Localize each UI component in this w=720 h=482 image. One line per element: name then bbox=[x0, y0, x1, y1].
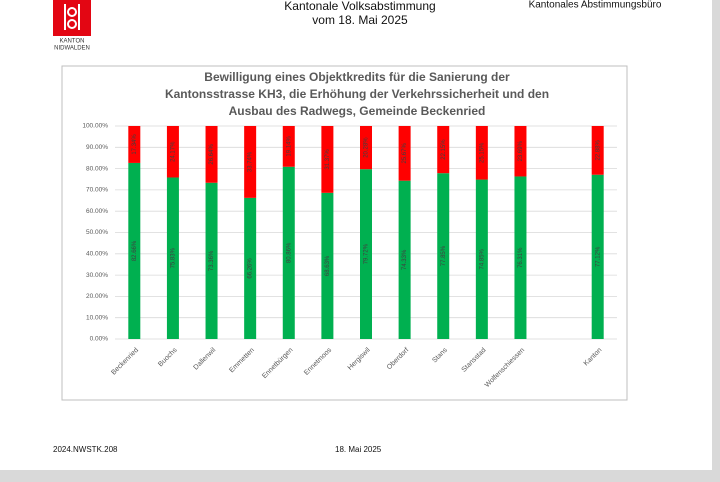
header-title: Kantonale Volksabstimmung bbox=[284, 0, 435, 13]
bar-segment bbox=[514, 176, 527, 339]
y-tick-label: 90.00% bbox=[86, 144, 108, 151]
footer-reference: 2024.NWSTK.208 bbox=[53, 445, 118, 454]
bar-segment bbox=[205, 182, 218, 339]
office: Kantonales Abstimmungsbüro bbox=[529, 0, 662, 11]
bar-segment bbox=[321, 126, 334, 193]
y-tick-label: 80.00% bbox=[86, 165, 108, 172]
bar-segment bbox=[128, 162, 141, 339]
y-tick-label: 30.00% bbox=[86, 272, 108, 279]
value-label: 22.15% bbox=[441, 139, 447, 160]
bar-segment bbox=[437, 173, 450, 339]
bar-segment bbox=[166, 177, 179, 339]
logo-text: KANTON bbox=[60, 39, 85, 45]
logo-emblem bbox=[64, 4, 80, 30]
value-label: 25.67% bbox=[402, 143, 408, 164]
bar-segment bbox=[398, 126, 411, 181]
chart-title: Kantonsstrasse KH3, die Erhöhung der Ver… bbox=[165, 87, 549, 101]
y-tick-label: 40.00% bbox=[86, 251, 108, 258]
logo bbox=[53, 0, 91, 36]
bar-segment bbox=[475, 179, 488, 339]
value-label: 17.34% bbox=[132, 134, 138, 155]
footer-date: 18. Mai 2025 bbox=[335, 445, 382, 454]
bar-segment bbox=[475, 126, 488, 180]
chart-title: Ausbau des Radwegs, Gemeinde Beckenried bbox=[229, 104, 486, 118]
value-label: 31.37% bbox=[325, 149, 331, 170]
bar-segment bbox=[398, 180, 411, 339]
chart-title: Bewilligung eines Objektkredits für die … bbox=[204, 70, 510, 84]
value-label: 24.17% bbox=[171, 141, 177, 162]
value-label: 33.74% bbox=[248, 151, 254, 172]
bar-segment bbox=[437, 126, 450, 174]
header-title: vom 18. Mai 2025 bbox=[312, 13, 408, 27]
value-label: 75.83% bbox=[171, 247, 177, 268]
bar-segment bbox=[360, 169, 372, 339]
value-label: 22.88% bbox=[595, 140, 601, 161]
y-tick-label: 0.00% bbox=[90, 336, 109, 343]
value-label: 19.14% bbox=[286, 136, 292, 157]
logo-text: NIDWALDEN bbox=[54, 46, 90, 52]
bar-segment bbox=[244, 126, 257, 198]
value-label: 80.86% bbox=[286, 242, 292, 263]
bar-segment bbox=[360, 126, 372, 170]
y-tick-label: 50.00% bbox=[86, 229, 108, 236]
value-label: 26.64% bbox=[209, 144, 215, 165]
bar-segment bbox=[591, 174, 604, 339]
bar-segment bbox=[591, 126, 604, 175]
bar-segment bbox=[128, 126, 141, 163]
y-tick-label: 100.00% bbox=[82, 123, 108, 130]
value-label: 68.63% bbox=[325, 255, 331, 276]
value-label: 77.85% bbox=[441, 245, 447, 266]
bar-segment bbox=[282, 126, 295, 167]
value-label: 20.28% bbox=[364, 137, 370, 158]
bar-segment bbox=[205, 126, 218, 183]
value-label: 76.31% bbox=[518, 247, 524, 268]
chart-frame bbox=[61, 65, 628, 401]
y-tick-label: 20.00% bbox=[86, 293, 108, 300]
value-label: 79.72% bbox=[364, 243, 370, 264]
value-label: 74.33% bbox=[402, 249, 408, 270]
value-label: 25.15% bbox=[479, 142, 485, 163]
value-label: 77.12% bbox=[595, 246, 601, 267]
value-label: 82.66% bbox=[132, 240, 138, 261]
y-tick-label: 60.00% bbox=[86, 208, 108, 215]
bar-segment bbox=[166, 126, 179, 178]
value-label: 66.26% bbox=[248, 258, 254, 279]
bar-segment bbox=[514, 126, 527, 177]
value-label: 73.36% bbox=[209, 250, 215, 271]
value-label: 74.85% bbox=[479, 248, 485, 269]
bar-segment bbox=[282, 166, 295, 339]
bar-segment bbox=[244, 197, 257, 339]
value-label: 23.69% bbox=[518, 140, 524, 161]
bar-segment bbox=[321, 192, 334, 339]
y-tick-label: 10.00% bbox=[86, 314, 108, 321]
y-tick-label: 70.00% bbox=[86, 187, 108, 194]
